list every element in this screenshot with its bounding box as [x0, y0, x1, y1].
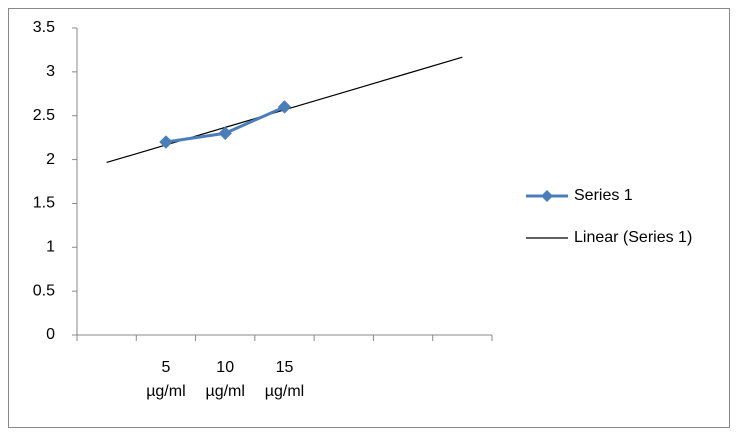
legend-label: Series 1 [574, 187, 633, 204]
marker [218, 126, 232, 140]
chart-border [8, 8, 730, 428]
y-tick-label: 2.5 [33, 107, 55, 124]
marker [277, 100, 292, 114]
x-tick-label: 15 µg/ml [264, 359, 305, 400]
y-tick-label: 3 [46, 63, 55, 80]
x-tick-label: 5 µg/ml [146, 359, 186, 400]
legend-marker [541, 190, 553, 202]
y-tick-label: 0.5 [33, 282, 55, 299]
legend-label: Linear (Series 1) [574, 229, 692, 246]
y-tick-label: 2 [46, 151, 55, 168]
y-tick-label: 3.5 [33, 19, 55, 36]
y-tick-label: 0 [46, 326, 55, 343]
y-tick-label: 1 [46, 239, 55, 256]
marker [159, 135, 173, 149]
x-tick-label: 10 µg/ml [205, 359, 245, 400]
y-tick-label: 1.5 [33, 195, 55, 212]
